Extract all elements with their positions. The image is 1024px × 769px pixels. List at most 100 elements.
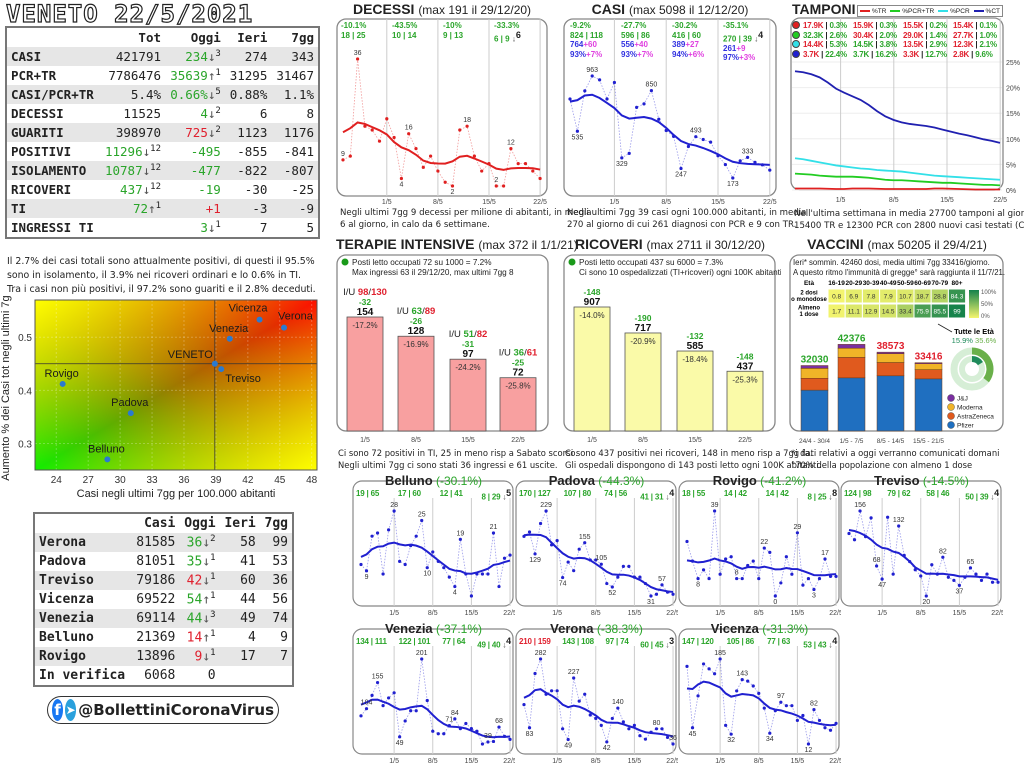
x-tick-label: 15/5 (953, 610, 967, 617)
ricoveri-note: Ci sono 437 positivi nei ricoveri, 148 i… (565, 448, 813, 458)
trend-weeks: 2 (215, 124, 221, 135)
data-point (768, 731, 772, 735)
tot-cell: 421791 (99, 47, 165, 66)
7gg-cell (260, 666, 292, 685)
data-point (375, 680, 380, 685)
data-point (590, 74, 594, 78)
social-badge[interactable]: f ➤ @BollettiniCoronaVirus (47, 696, 279, 724)
data-point (359, 562, 363, 567)
y-tick-label: 20% (1006, 86, 1020, 93)
data-point (486, 740, 490, 744)
data-point (779, 581, 783, 585)
heatmap-column-label: 60-69 (914, 280, 931, 287)
data-label: 155 (372, 674, 384, 681)
data-point (544, 509, 548, 513)
data-point (381, 703, 385, 708)
column-header: Ieri (224, 516, 256, 531)
data-label: 82 (939, 548, 947, 555)
trend-arrow-icon: ↓ (751, 34, 759, 44)
week-values: 18 | 25 (341, 31, 366, 41)
week-values: 50 | 39 (965, 492, 989, 502)
data-label: 47 (878, 582, 886, 589)
week-values: 596 | 86 (621, 31, 653, 41)
week-values-text: 10 | 14 (392, 30, 417, 40)
heatmap-cell (947, 288, 967, 304)
data-point (447, 575, 451, 579)
data-label: 74 (559, 581, 567, 588)
7gg-cell: 5 (306, 220, 314, 235)
data-point (724, 723, 728, 727)
bar-value-label: 907 (584, 297, 601, 308)
bar-pct-label: -20.9% (630, 337, 655, 346)
legend-item: %PCR+TR (890, 8, 934, 15)
province-change: (-14.5%) (919, 474, 969, 488)
data-point (946, 575, 950, 579)
pointer-arrow (937, 323, 953, 333)
tot-cell: 11525 (100, 104, 165, 123)
data-point (852, 538, 857, 542)
trend-weeks: 4 (832, 636, 837, 646)
province-title: Vicenza (-31.3%) (678, 621, 841, 636)
data-point (875, 564, 879, 568)
data-point (740, 576, 744, 581)
oggi-cell: 0 (179, 666, 219, 685)
scatter-point-label: Rovigo (45, 368, 79, 380)
tot-cell: 72↑1 (99, 199, 165, 218)
trend-arrow-icon: ↓ (202, 554, 211, 570)
trend-weeks: 5 (215, 86, 221, 97)
y-tick-label: 0.3 (18, 439, 32, 450)
x-tick-label: 8/5 (428, 758, 438, 765)
heatmap-cell-value: 1.7 (832, 309, 841, 316)
in-out-label: I/U 98/130 (343, 287, 387, 298)
value: 72 (132, 201, 149, 217)
data-point (812, 587, 816, 592)
trend-weeks: 12 (150, 181, 161, 192)
province-change: (-38.3%) (593, 622, 643, 636)
tot-cell (100, 218, 165, 237)
oggi-cell: -495 (165, 142, 225, 161)
week-summary: 210 | 159 (519, 637, 551, 650)
data-point (364, 707, 369, 711)
data-point (480, 169, 484, 173)
chart-svg: 1/5 8/5 15/5 22/5 45 185 32 143 34 97 12 82 (678, 628, 841, 765)
data-point (707, 576, 711, 581)
x-tick-label: 22/5 (993, 197, 1007, 204)
ieri-cell (220, 666, 260, 685)
data-point (516, 161, 520, 166)
province-chart-padova: 1/5 8/5 15/5 22/5 129 229 74 155 105 52 31 57 Padova… (515, 473, 678, 621)
scatter-point (104, 456, 111, 463)
casi-svg: 1/5 8/5 15/5 22/5 535 963 329 850 247 493 173 333 (563, 18, 777, 206)
data-label: 9 (365, 574, 369, 581)
data-label: 12 (507, 140, 515, 147)
facebook-icon[interactable]: f (52, 699, 64, 721)
row-label: INGRESSI TI (11, 220, 94, 235)
tamponi-stat: 17.9K | 0.3% (792, 21, 847, 31)
data-point (632, 575, 636, 579)
chart-svg: 1/5 8/5 15/5 22/5 129 229 74 155 105 52 31 57 (515, 480, 678, 617)
province-name: Verona (35, 533, 132, 552)
data-point (731, 176, 735, 180)
main-stats-table: Tot Oggi Ieri 7gg CASI 421791 234↓3 274 343 PCR+T… (5, 26, 320, 239)
data-point (723, 162, 727, 167)
decessi-title: DECESSI (max 191 il 29/12/20) (336, 1, 548, 17)
legend-label: Moderna (957, 405, 983, 412)
legend-item: %CT (973, 8, 1000, 15)
data-point (370, 128, 374, 132)
summary-line: Tra i casi non più positivi, il 97.2% so… (7, 284, 316, 295)
data-point (679, 166, 683, 171)
week-values: 9 | 13 (443, 31, 463, 41)
heatmap-cell-value: 75.9 (916, 309, 929, 316)
oggi-cell: 54↑1 (179, 590, 219, 609)
scatter-point (127, 410, 134, 417)
bar-delta-label: -32 (359, 297, 372, 307)
data-point (795, 531, 799, 535)
series-dot-icon (792, 49, 800, 58)
tr-pct: +3% (739, 53, 756, 63)
telegram-icon[interactable]: ➤ (65, 699, 77, 721)
data-point (660, 583, 664, 587)
week-values: 14 | 42 (723, 489, 747, 498)
panel-frame (563, 18, 777, 197)
tests-count: 3.7K (853, 49, 870, 59)
trend-weeks: 4 (994, 488, 999, 498)
data-point (359, 714, 363, 718)
